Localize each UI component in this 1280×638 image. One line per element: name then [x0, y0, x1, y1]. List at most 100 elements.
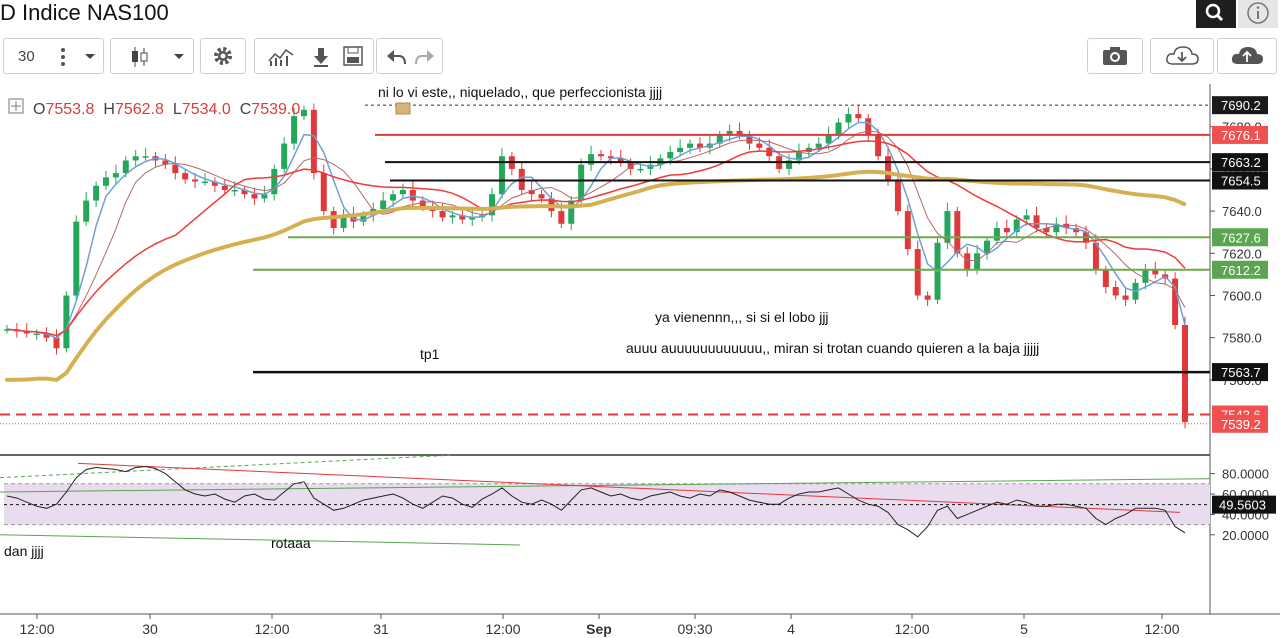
candle-body: [63, 295, 70, 349]
price-level-label: 7676.1: [1221, 128, 1261, 143]
candle-body: [825, 135, 832, 144]
candle-body: [518, 168, 525, 190]
time-tick-label: 12:00: [1144, 621, 1179, 637]
rsi-tick-label: 20.0000: [1222, 528, 1269, 543]
price-level-tag: [1212, 363, 1268, 382]
rsi-line: [6, 465, 1186, 538]
price-level-tag: [1212, 260, 1268, 279]
candle-body: [885, 156, 892, 180]
cloud-upload-icon: [1230, 44, 1264, 68]
cloud-download-button[interactable]: [1150, 38, 1214, 74]
candle-body: [865, 118, 872, 136]
rsi-current-label: 49.5603: [1219, 498, 1266, 513]
candle-body: [736, 130, 743, 136]
candle-body: [281, 143, 288, 169]
candle-body: [904, 211, 911, 250]
candle-body: [795, 152, 802, 161]
candle-body: [993, 227, 1000, 241]
candle-body: [310, 109, 317, 174]
chart-title: D Indice NAS100: [0, 0, 169, 25]
candle-body: [122, 160, 129, 174]
gear-icon: [211, 44, 235, 68]
rsi-trend-dashed: [0, 454, 451, 479]
candle-body: [637, 168, 644, 171]
redo-icon[interactable]: [415, 48, 435, 66]
candle-body: [192, 179, 199, 182]
interval-value: 30: [18, 47, 35, 65]
candle-body: [568, 200, 575, 224]
price-tick-label: 7640.0: [1222, 204, 1262, 219]
time-tick-label: 12:00: [485, 621, 520, 637]
ohlc-legend: O7553.8 H7562.8 L7534.0 C7539.0: [8, 98, 300, 118]
candle-body: [746, 135, 753, 144]
annotation-text: ya vienennn,,, si si el lobo jjj: [655, 309, 829, 325]
candle-body: [211, 181, 218, 186]
candle-body: [469, 217, 476, 220]
candle-body: [944, 211, 951, 243]
candle-body: [756, 143, 763, 148]
legend-o-label: O: [33, 101, 45, 118]
candle-body: [1092, 242, 1099, 271]
candle-body: [696, 143, 703, 148]
candle-body: [588, 154, 595, 165]
candle-body: [459, 215, 466, 220]
kebab-icon: [60, 47, 66, 67]
note-marker-icon[interactable]: [395, 102, 411, 115]
candle-body: [399, 190, 406, 195]
candle-body: [716, 135, 723, 144]
candle-body: [23, 331, 30, 334]
price-level-tag: [1212, 96, 1268, 115]
candle-body: [1053, 223, 1060, 233]
annotation-text: dan jjjj: [4, 543, 44, 559]
indicators-icon: [267, 45, 295, 67]
candle-body: [340, 215, 347, 228]
rsi-tick-label: 80.0000: [1222, 467, 1269, 482]
candle-body: [172, 164, 179, 174]
price-level-label: 7539.2: [1221, 417, 1261, 432]
candle-body: [112, 173, 119, 178]
candle-body: [558, 211, 565, 224]
time-tick-label: 12:00: [254, 621, 289, 637]
candle-body: [53, 337, 60, 349]
interval-select[interactable]: 30: [3, 38, 104, 74]
info-icon[interactable]: [1238, 0, 1278, 28]
candle-body: [835, 122, 842, 136]
rsi-current-tag: [1212, 495, 1276, 514]
price-level-tag: [1212, 171, 1268, 190]
candle-body: [162, 160, 169, 165]
candle-body: [300, 109, 307, 117]
chart-type-button[interactable]: [110, 38, 194, 74]
candle-body: [271, 168, 278, 195]
price-tick-label: 7600.0: [1222, 289, 1262, 304]
indicators-button[interactable]: [254, 38, 374, 74]
time-axis: 12:00 30 12:00 31 12:00 Sep 09:30 4 12:00 5 12:00: [19, 614, 1180, 637]
undo-redo-group: [376, 38, 443, 74]
candle-body: [538, 194, 545, 199]
search-icon[interactable]: [1196, 0, 1236, 28]
candle-body: [815, 143, 822, 148]
undo-icon[interactable]: [386, 48, 406, 66]
candle-body: [1003, 227, 1010, 233]
candle-body: [83, 200, 90, 222]
candle-body: [1142, 270, 1149, 283]
candle-body: [894, 179, 901, 212]
candle-body: [419, 200, 426, 207]
chevron-down-icon: [84, 53, 96, 61]
settings-button[interactable]: [200, 38, 246, 74]
screenshot-button[interactable]: [1087, 38, 1143, 74]
candlestick-icon: [129, 46, 151, 68]
candle-body: [1102, 270, 1109, 288]
toolbar: 30: [0, 38, 1280, 78]
price-level-tag: [1212, 125, 1268, 144]
candle-body: [132, 156, 139, 161]
annotation-text: tp1: [420, 346, 440, 362]
candle-body: [43, 333, 50, 338]
candle-body: [1073, 227, 1080, 233]
candle-body: [1182, 325, 1188, 423]
annotation-text: ni lo vi este,, niquelado,, que perfecci…: [378, 84, 662, 100]
candle-body: [875, 135, 882, 157]
candle-body: [528, 190, 535, 195]
cloud-upload-button[interactable]: [1217, 38, 1277, 74]
